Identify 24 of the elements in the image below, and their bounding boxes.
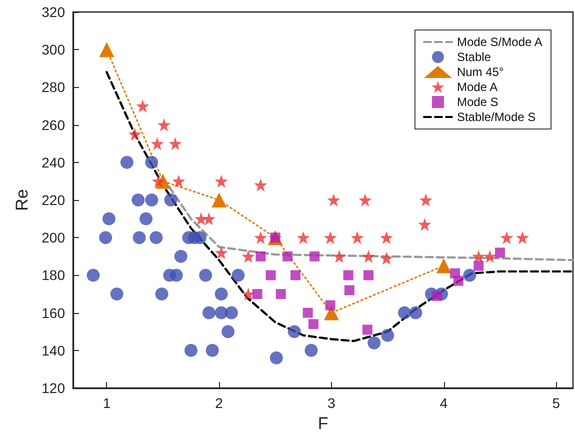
y-tick-label: 180 [42, 267, 66, 284]
y-tick-label: 120 [42, 380, 66, 396]
y-tick-label: 240 [42, 154, 66, 170]
x-tick-label: 1 [102, 395, 111, 411]
y-tick-label: 220 [42, 192, 66, 208]
x-tick-label: 3 [328, 395, 336, 411]
legend-label: Mode S [456, 95, 498, 109]
y-tick-label: 300 [42, 42, 66, 58]
y-tick-label: 160 [42, 304, 66, 321]
y-tick-label: 140 [42, 342, 66, 358]
y-tick-label: 200 [42, 230, 66, 246]
legend-label: Stable/Mode S [456, 110, 536, 124]
y-tick-label: 320 [42, 4, 66, 20]
x-tick-label: 2 [215, 395, 224, 411]
y-tick-label: 280 [42, 79, 66, 96]
x-tick-label: 5 [552, 395, 560, 411]
legend-label: Stable [456, 50, 492, 64]
x-tick-label: 4 [440, 395, 448, 411]
y-axis-title: Re [12, 189, 32, 211]
legend-label: Mode S/Mode A [456, 35, 542, 49]
legend-label: Num 45° [456, 65, 504, 79]
y-tick-label: 260 [42, 116, 66, 133]
x-axis-title: F [318, 414, 328, 433]
legend-label: Mode A [456, 80, 498, 94]
